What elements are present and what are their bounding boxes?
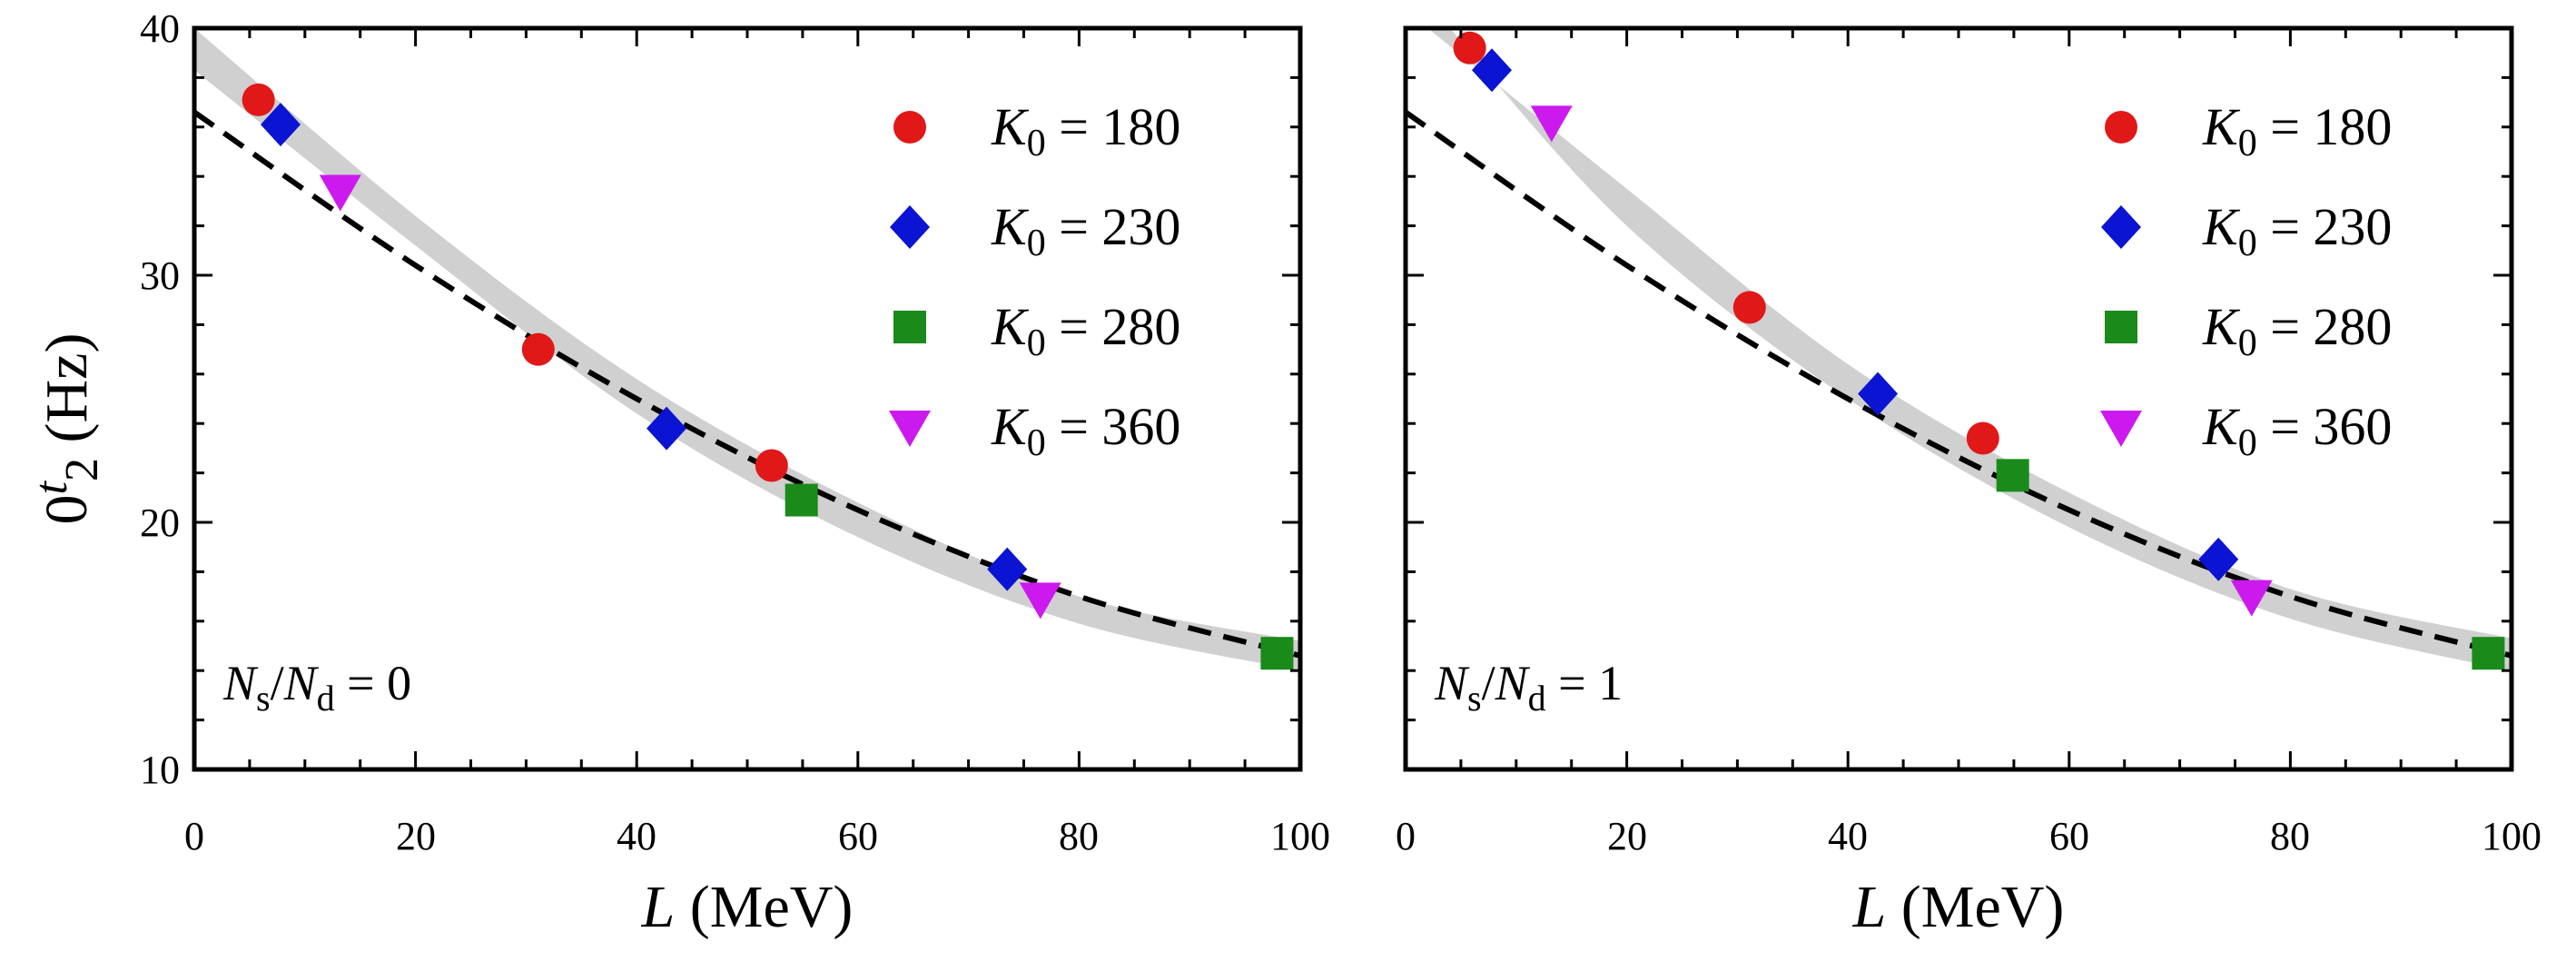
right-plot-area [1406,28,2512,671]
right-legend-label-360: K0 = 360 [2202,397,2392,464]
left-x-axis-title: L (MeV) [641,874,854,940]
right-point-k230-2 [2198,537,2239,581]
right-legend-label-230: K0 = 230 [2202,197,2392,264]
right-legend-marker-230 [2101,205,2141,249]
right-legend: K0 = 180 K0 = 230 K0 = 280 K0 = 360 [2100,97,2392,464]
left-point-k360-0 [319,174,361,212]
right-point-k180-2 [1966,421,1999,455]
right-point-k360-0 [1530,105,1573,143]
left-y-tick-label-30: 30 [140,253,180,298]
left-annotation: Ns/Nd = 0 [222,656,411,719]
left-dashed-fit-line [194,110,1300,659]
right-x-tick-label-20: 20 [1607,814,1647,858]
left-legend-label-360: K0 = 360 [991,397,1180,464]
right-legend-label-180: K0 = 180 [2202,97,2392,164]
right-x-tick-label-80: 80 [2270,814,2310,858]
left-point-k180-1 [521,332,555,366]
left-point-k180-0 [242,83,275,116]
right-point-k280-0 [1996,459,2029,492]
left-y-tick-label-20: 20 [140,501,180,545]
right-point-k180-0 [1453,31,1486,64]
left-legend-marker-360 [889,411,931,447]
left-point-k230-2 [987,547,1028,591]
right-legend-marker-280 [2105,311,2137,343]
right-x-ticks [1404,28,2513,769]
left-legend-marker-180 [893,111,926,144]
right-x-axis-title: L (MeV) [1852,874,2065,940]
left-legend: K0 = 180 K0 = 230 K0 = 280 K0 = 360 [889,97,1180,464]
left-y-tick-label-40: 40 [140,6,180,51]
left-x-ticks [192,28,1302,769]
left-panel: 0 20 40 60 80 100 10 20 30 40 L (MeV) Ns… [140,6,1330,940]
right-x-tick-label-60: 60 [2049,814,2089,858]
left-x-tick-label-80: 80 [1059,814,1099,858]
right-point-k230-0 [1472,48,1513,93]
left-x-tick-label-60: 60 [838,814,878,858]
right-point-k280-1 [2472,637,2505,670]
right-x-tick-label-100: 100 [2482,814,2541,858]
right-x-tick-label-0: 0 [1396,814,1416,858]
right-legend-marker-360 [2100,411,2142,447]
right-legend-marker-180 [2105,111,2137,144]
left-point-k360-1 [1019,582,1061,620]
left-x-tick-label-20: 20 [396,814,436,858]
left-legend-marker-280 [893,311,926,343]
right-point-k180-1 [1732,291,1766,324]
right-point-k360-1 [2230,580,2273,617]
right-x-tick-label-40: 40 [1828,814,1868,858]
left-y-tick-label-10: 10 [140,748,180,792]
left-x-tick-label-40: 40 [617,814,656,858]
right-point-k230-1 [1858,372,1899,416]
left-point-k230-0 [261,103,301,147]
right-y-ticks [1406,26,2512,771]
left-plot-area [194,28,1300,671]
left-legend-label-230: K0 = 230 [991,197,1180,264]
left-point-k230-1 [646,406,687,451]
left-y-ticks [194,26,1300,771]
left-clipped-layer [194,28,1300,671]
y-axis-title: 0t2 (Hz) [25,333,108,525]
left-x-tick-label-100: 100 [1270,814,1330,858]
left-point-k180-2 [755,449,788,482]
left-point-k280-0 [785,483,818,517]
right-legend-label-280: K0 = 280 [2202,297,2392,364]
left-legend-label-180: K0 = 180 [991,97,1180,164]
right-dashed-fit-line [1406,110,2512,659]
right-annotation: Ns/Nd = 1 [1434,656,1623,719]
right-clipped-layer [1406,28,2512,671]
left-legend-label-280: K0 = 280 [991,297,1180,364]
left-point-k280-1 [1260,637,1294,670]
left-x-tick-label-0: 0 [184,814,204,858]
left-legend-marker-230 [890,205,930,249]
right-panel: 0 20 40 60 80 100 L (MeV) Ns/Nd = 1 K0 =… [1396,25,2541,940]
